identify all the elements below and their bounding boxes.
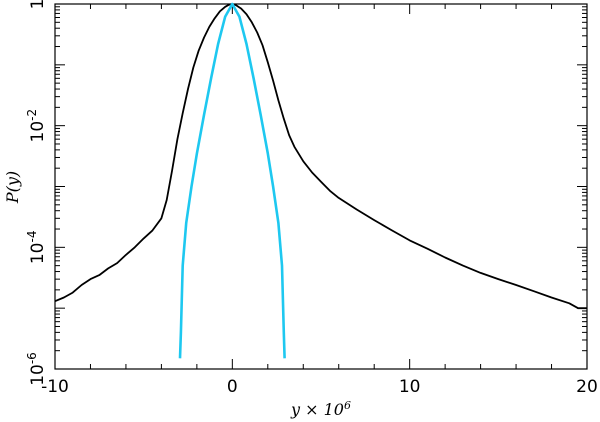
- series-line: [54, 3, 587, 310]
- x-tick-label: 20: [576, 377, 598, 397]
- y-axis-label: P(y): [3, 171, 22, 204]
- y-tick-label: 10-6: [25, 352, 48, 386]
- x-axis-label: y × 106: [290, 399, 351, 419]
- y-tick-label: 10-2: [25, 109, 48, 143]
- series-line: [178, 2, 286, 359]
- x-tick-label: 10: [399, 377, 421, 397]
- x-tick-label: -10: [41, 377, 69, 397]
- y-tick-label: 1: [28, 0, 48, 9]
- ticks: [54, 3, 588, 370]
- tick-labels: -10 0 10 20 10-6 10-4 10-2 1: [25, 0, 598, 397]
- series-layer: [54, 2, 587, 359]
- x-tick-label: 0: [227, 377, 238, 397]
- plot-frame: [54, 3, 588, 370]
- y-tick-label: 10-4: [25, 231, 48, 265]
